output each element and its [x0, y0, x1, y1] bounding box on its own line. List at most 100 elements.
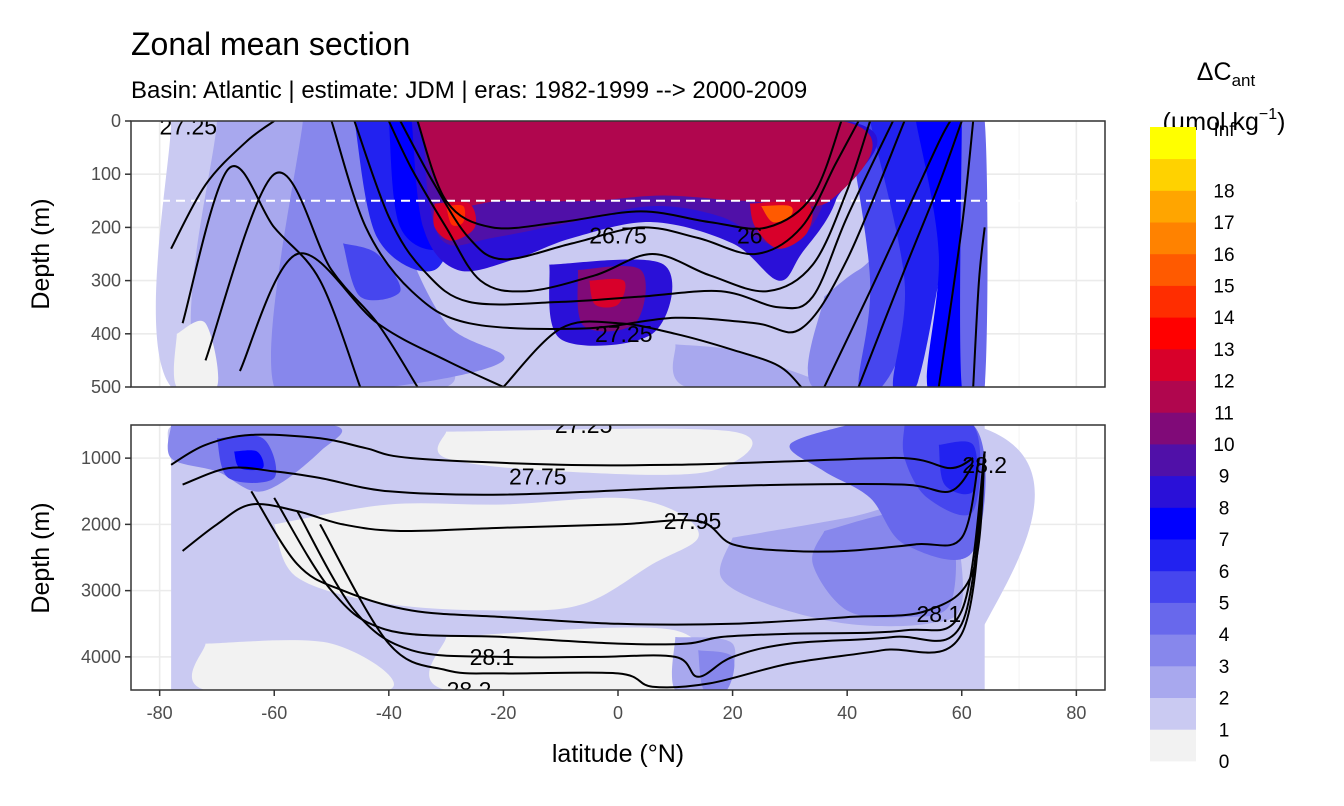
lower-panel-field	[167, 425, 1035, 690]
legend-title-sub: ant	[1232, 71, 1256, 90]
field-region-15	[761, 205, 793, 223]
y-tick-label: 200	[91, 217, 121, 237]
field-region-11	[417, 121, 873, 207]
lower-panel-isopycnals	[170, 433, 986, 689]
legend-label: 13	[1213, 340, 1234, 361]
legend-label: 0	[1219, 752, 1230, 773]
upper-panel-contour-labels: 27.25 26.75 26 27.25	[160, 113, 763, 347]
isopycnal-line	[296, 451, 986, 678]
y-tick-label: 3000	[81, 581, 121, 601]
legend-label: 9	[1219, 467, 1230, 488]
y-tick-label: 4000	[81, 647, 121, 667]
legend-key	[1150, 348, 1196, 381]
isopycnal-line	[387, 121, 872, 293]
x-tick-label: 20	[723, 703, 743, 723]
field-region-0	[192, 640, 394, 690]
contour-label: 28.1	[916, 601, 961, 627]
isopycnal-line	[502, 320, 803, 387]
color-legend: ΔCant (µmol kg−1) 0123456789101112131415…	[1150, 58, 1285, 773]
field-region-0	[173, 320, 219, 387]
y-axis-title-upper: Depth (m)	[27, 198, 55, 309]
field-region-5	[343, 243, 401, 301]
contour-label: 27.25	[555, 412, 613, 438]
isopycnal-line	[250, 451, 986, 626]
isopycnal-line	[182, 464, 975, 496]
legend-key	[1150, 539, 1196, 572]
legend-key	[1150, 285, 1196, 318]
x-tick-label: -20	[490, 703, 516, 723]
legend-key	[1150, 222, 1196, 255]
y-tick-label: 300	[91, 271, 121, 291]
chart-title: Zonal mean section	[131, 26, 410, 62]
x-tick-label: 80	[1066, 703, 1086, 723]
legend-label: 11	[1214, 403, 1234, 424]
isopycnal-line	[204, 171, 419, 387]
isopycnal-line	[399, 121, 860, 261]
y-tick-label: 0	[111, 111, 121, 131]
x-tick-label: -80	[147, 703, 173, 723]
x-axis-ticks: -80 -60 -40 -20 0 20 40 60 80	[147, 690, 1086, 723]
isopycnal-line	[937, 121, 975, 387]
y-axis-title-lower: Depth (m)	[27, 502, 55, 613]
contour-label: 26	[737, 222, 763, 248]
x-tick-label: -60	[261, 703, 287, 723]
x-tick-label: 60	[952, 703, 972, 723]
isopycnal-line	[170, 121, 275, 250]
legend-key	[1150, 380, 1196, 413]
legend-key	[1150, 412, 1196, 445]
chart-subtitle: Basin: Atlantic | estimate: JDM | eras: …	[131, 77, 807, 104]
field-region-7	[234, 450, 264, 471]
contour-label: 26.75	[589, 222, 647, 248]
isopycnal-line	[319, 451, 986, 689]
field-region-2	[672, 344, 822, 387]
x-axis-title: latitude (°N)	[552, 740, 684, 768]
legend-key	[1150, 127, 1196, 160]
legend-title: ΔCant	[1197, 58, 1256, 90]
legend-label: 8	[1219, 498, 1230, 519]
contour-label: 27.75	[509, 464, 567, 490]
legend-label: 18	[1213, 181, 1234, 202]
legend-label: 14	[1213, 308, 1235, 329]
legend-key	[1150, 570, 1196, 603]
legend-label: 10	[1213, 435, 1234, 456]
legend-label: 17	[1213, 213, 1234, 234]
contour-label: 28.2	[447, 677, 492, 703]
y-tick-label: 500	[91, 377, 121, 397]
isopycnal-line	[330, 121, 906, 334]
contour-label: 27.25	[160, 113, 218, 139]
legend-title-base: ΔC	[1197, 58, 1232, 86]
contour-label: 27.25	[595, 321, 653, 347]
field-region-14	[446, 204, 466, 226]
field-region-7	[915, 121, 974, 387]
y-tick-label: 2000	[81, 514, 121, 534]
legend-key	[1150, 317, 1196, 350]
legend-key	[1150, 253, 1196, 286]
isopycnal-line	[273, 451, 986, 646]
isopycnal-line	[239, 252, 504, 387]
y-tick-label: 100	[91, 164, 121, 184]
legend-unit-close: )	[1277, 108, 1285, 136]
upper-panel-isopycnals	[170, 121, 986, 387]
legend-label: 4	[1219, 625, 1230, 646]
isopycnal-line	[170, 433, 974, 470]
x-tick-label: 40	[837, 703, 857, 723]
isopycnal-line	[353, 121, 894, 310]
upper-panel-y-ticks: 0 100 200 300 400 500	[91, 111, 131, 397]
legend-key	[1150, 665, 1196, 698]
legend-key	[1150, 190, 1196, 223]
legend-key	[1150, 634, 1196, 667]
y-tick-label: 400	[91, 324, 121, 344]
isopycnal-line	[972, 227, 986, 387]
legend-label: 1	[1219, 720, 1230, 741]
legend-label: 2	[1219, 689, 1230, 710]
isopycnal-line	[181, 457, 980, 553]
y-tick-label: 1000	[81, 448, 121, 468]
legend-label: 6	[1219, 562, 1230, 583]
contour-label: 27.95	[664, 508, 722, 534]
legend-key	[1150, 729, 1196, 762]
contour-label: 28.2	[962, 452, 1007, 478]
upper-panel-border	[130, 120, 1106, 388]
isopycnal-line	[416, 121, 843, 230]
upper-panel: 27.25 26.75 26 27.25 0 100 200 300 400 500	[91, 111, 1106, 397]
